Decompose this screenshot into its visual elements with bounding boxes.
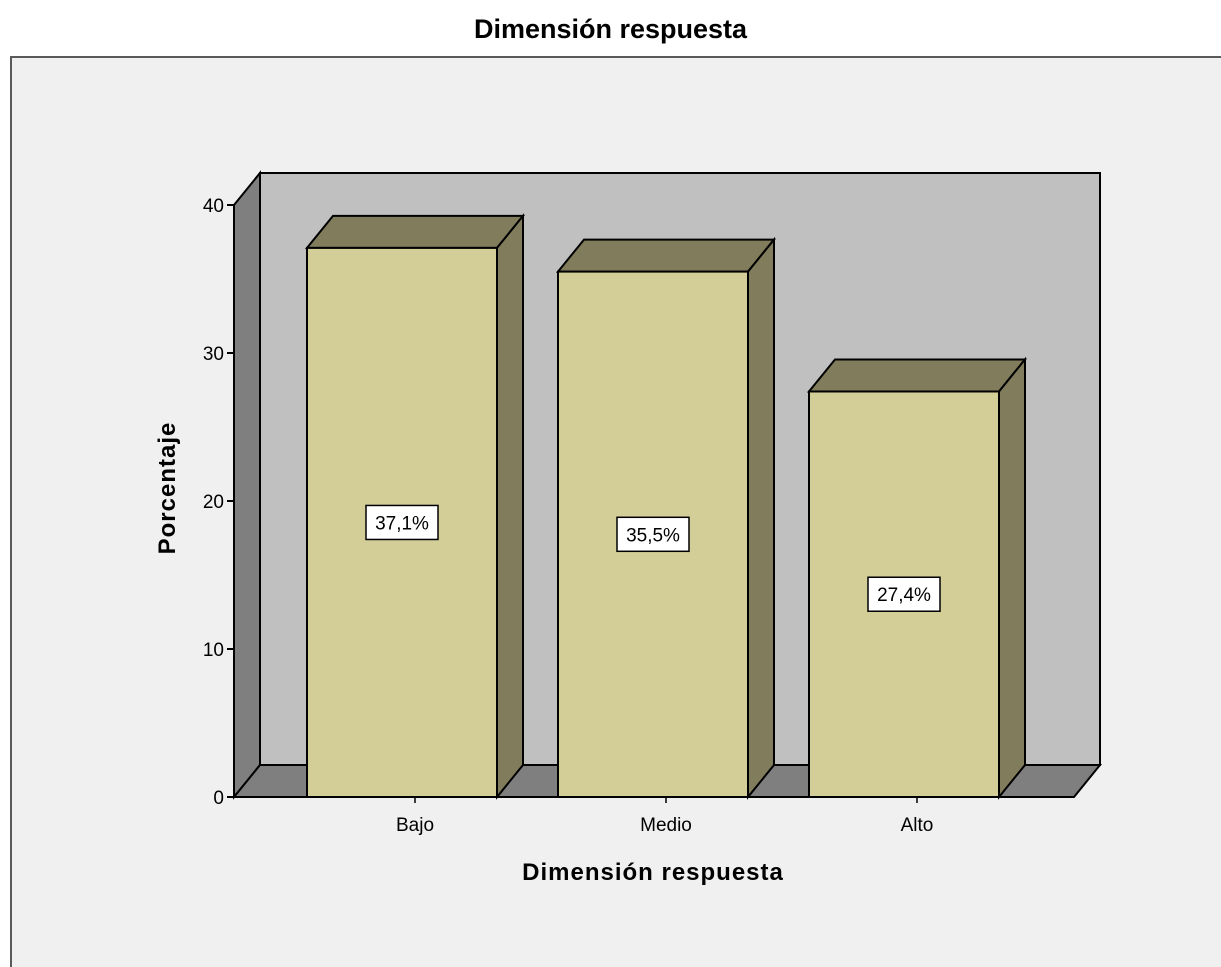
bar-side-face	[747, 236, 775, 800]
bar-side-face	[496, 213, 524, 800]
x-tick-label: Alto	[901, 815, 934, 836]
bar-bajo: 37,1%	[304, 213, 526, 800]
x-tick-label: Bajo	[396, 815, 434, 836]
y-tick-label: 10	[203, 640, 224, 661]
x-axis: Bajo Medio Alto	[396, 797, 933, 836]
left-wall	[233, 170, 261, 800]
x-tick-label: Medio	[640, 815, 692, 836]
bar-medio: 35,5%	[555, 236, 777, 800]
data-label: 35,5%	[626, 525, 680, 546]
bar-side-face	[998, 356, 1026, 800]
y-tick-label: 40	[203, 196, 224, 217]
x-axis-label: Dimensión respuesta	[522, 859, 784, 886]
bar-top-face	[555, 238, 777, 273]
data-label-box	[867, 576, 941, 612]
chart-title: Dimensión respuesta	[473, 14, 748, 44]
data-label-box	[616, 516, 690, 553]
bar-alto: 27,4%	[806, 356, 1028, 800]
y-tick-label: 30	[203, 344, 224, 365]
y-axis: 0 10 20 30 40	[203, 196, 235, 809]
data-label-box	[365, 504, 439, 541]
bars-group: 37,1% 35,5% 27,4%	[304, 213, 1028, 800]
y-tick-label: 20	[203, 492, 224, 513]
data-label: 37,1%	[375, 513, 429, 534]
y-tick-label: 0	[213, 788, 224, 809]
bar-top-face	[304, 214, 526, 249]
data-label: 27,4%	[877, 585, 931, 606]
bar-top-face	[806, 358, 1028, 393]
y-axis-label: Porcentaje	[154, 422, 181, 555]
